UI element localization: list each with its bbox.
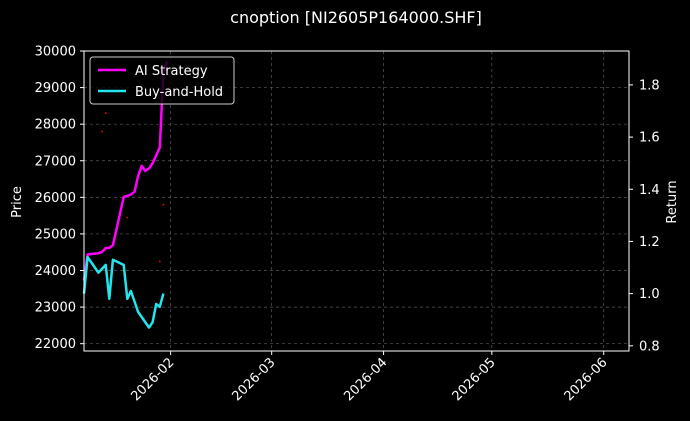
- series-line-ai-strategy: [82, 60, 169, 281]
- left-tick-label: 22000: [35, 337, 76, 352]
- right-tick-label: 1.0: [639, 287, 660, 302]
- right-tick-label: 1.2: [639, 235, 660, 250]
- price-marker: [101, 130, 103, 133]
- right-tick-label: 1.4: [639, 183, 660, 198]
- right-axis-label: Return: [665, 180, 680, 223]
- left-tick-label: 23000: [35, 301, 76, 316]
- chart-title: cnoption [NI2605P164000.SHF]: [230, 8, 482, 27]
- left-tick-label: 27000: [35, 154, 76, 169]
- price-marker: [158, 260, 161, 263]
- series-lines: [82, 60, 169, 329]
- left-axis-label: Price: [10, 186, 25, 218]
- left-tick-label: 30000: [35, 45, 76, 60]
- left-tick-label: 25000: [35, 227, 76, 242]
- left-axis-ticks: 22000 23000 24000 25000 26000 27000 28000 29000…: [35, 45, 84, 352]
- right-tick-label: 0.8: [639, 339, 660, 354]
- price-marker: [104, 112, 107, 115]
- legend: AI Strategy Buy-and-Hold: [89, 56, 235, 105]
- legend-label-ai-strategy: AI Strategy: [135, 64, 208, 79]
- price-markers: [101, 112, 165, 263]
- left-tick-label: 29000: [35, 81, 76, 96]
- left-tick-label: 24000: [35, 264, 76, 279]
- price-marker: [162, 203, 165, 206]
- series-line-buy-and-hold: [82, 255, 165, 329]
- right-axis-ticks: 0.8 1.0 1.2 1.4 1.6 1.8: [629, 78, 660, 354]
- right-tick-label: 1.6: [639, 131, 660, 146]
- right-tick-label: 1.8: [639, 78, 660, 93]
- price-marker: [126, 216, 129, 219]
- legend-label-buy-and-hold: Buy-and-Hold: [135, 85, 223, 100]
- plot-frame: [83, 50, 630, 352]
- left-tick-label: 26000: [35, 191, 76, 206]
- left-tick-label: 28000: [35, 118, 76, 133]
